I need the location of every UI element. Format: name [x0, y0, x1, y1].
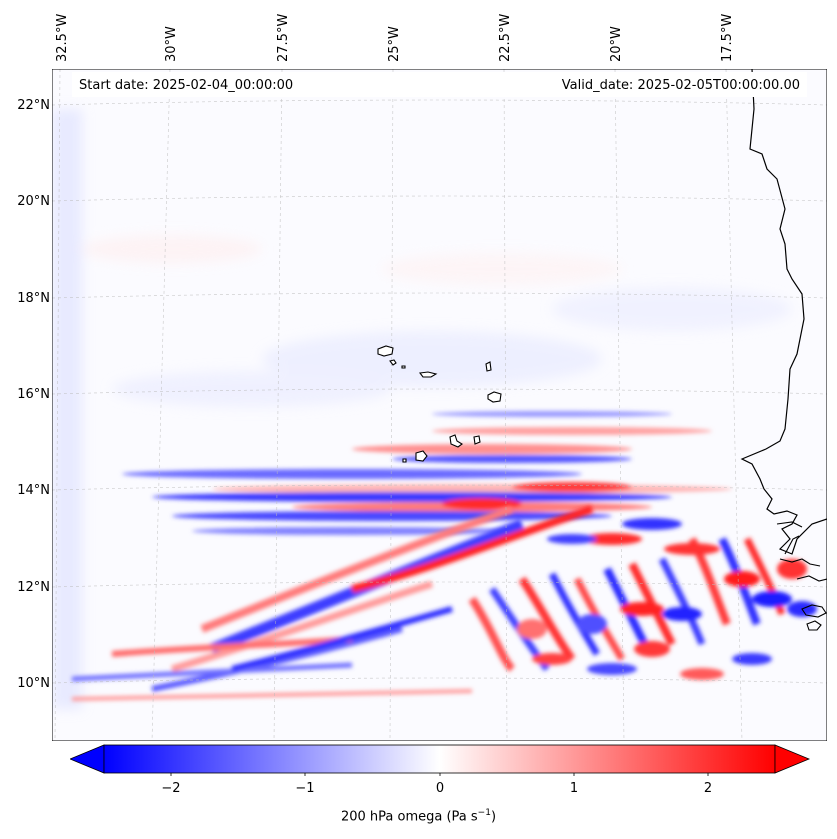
- lon-label-30w: 30°W: [164, 26, 179, 62]
- coast-features: [776, 521, 827, 631]
- lat-label-18n: 18°N: [17, 291, 50, 306]
- cape-verde-islands: [377, 345, 502, 463]
- colorbar-tick-label: 2: [703, 781, 713, 796]
- lon-label-22-5w: 22.5°W: [498, 13, 513, 62]
- lat-label-12n: 12°N: [17, 580, 50, 595]
- colorbar-title: 200 hPa omega (Pa s−1): [340, 808, 497, 825]
- colorbar-tick-label: −1: [295, 781, 315, 796]
- gridlines: [52, 69, 827, 741]
- lon-label-32-5w: 32.5°W: [55, 13, 70, 62]
- colorbar-tick-label: 1: [569, 781, 579, 796]
- colorbar-tick-label: 0: [435, 781, 445, 796]
- lon-label-27-5w: 27.5°W: [276, 13, 291, 62]
- map-panel: [52, 69, 827, 741]
- lon-label-20w: 20°W: [609, 26, 624, 62]
- lat-label-14n: 14°N: [17, 483, 50, 498]
- colorbar-tick-label: −2: [161, 781, 181, 796]
- colorbar-gradient: [103, 744, 776, 774]
- colorbar-extend-max: [774, 744, 810, 774]
- lon-label-25w: 25°W: [387, 26, 402, 62]
- colorbar-ticks: [170, 773, 709, 776]
- lat-label-10n: 10°N: [17, 676, 50, 691]
- header-box: [72, 72, 807, 97]
- lat-label-20n: 20°N: [17, 194, 50, 209]
- colorbar: [70, 744, 810, 776]
- colorbar-extend-min: [70, 744, 105, 774]
- valid-date: Valid_date: 2025-02-05T00:00:00.00: [561, 78, 800, 93]
- lat-label-22n: 22°N: [17, 98, 50, 113]
- lat-label-16n: 16°N: [17, 387, 50, 402]
- lon-label-17-5w: 17.5°W: [720, 13, 735, 62]
- start-date: Start date: 2025-02-04_00:00:00: [79, 78, 294, 93]
- omega-field: [52, 109, 817, 709]
- african-coastline: [740, 69, 827, 555]
